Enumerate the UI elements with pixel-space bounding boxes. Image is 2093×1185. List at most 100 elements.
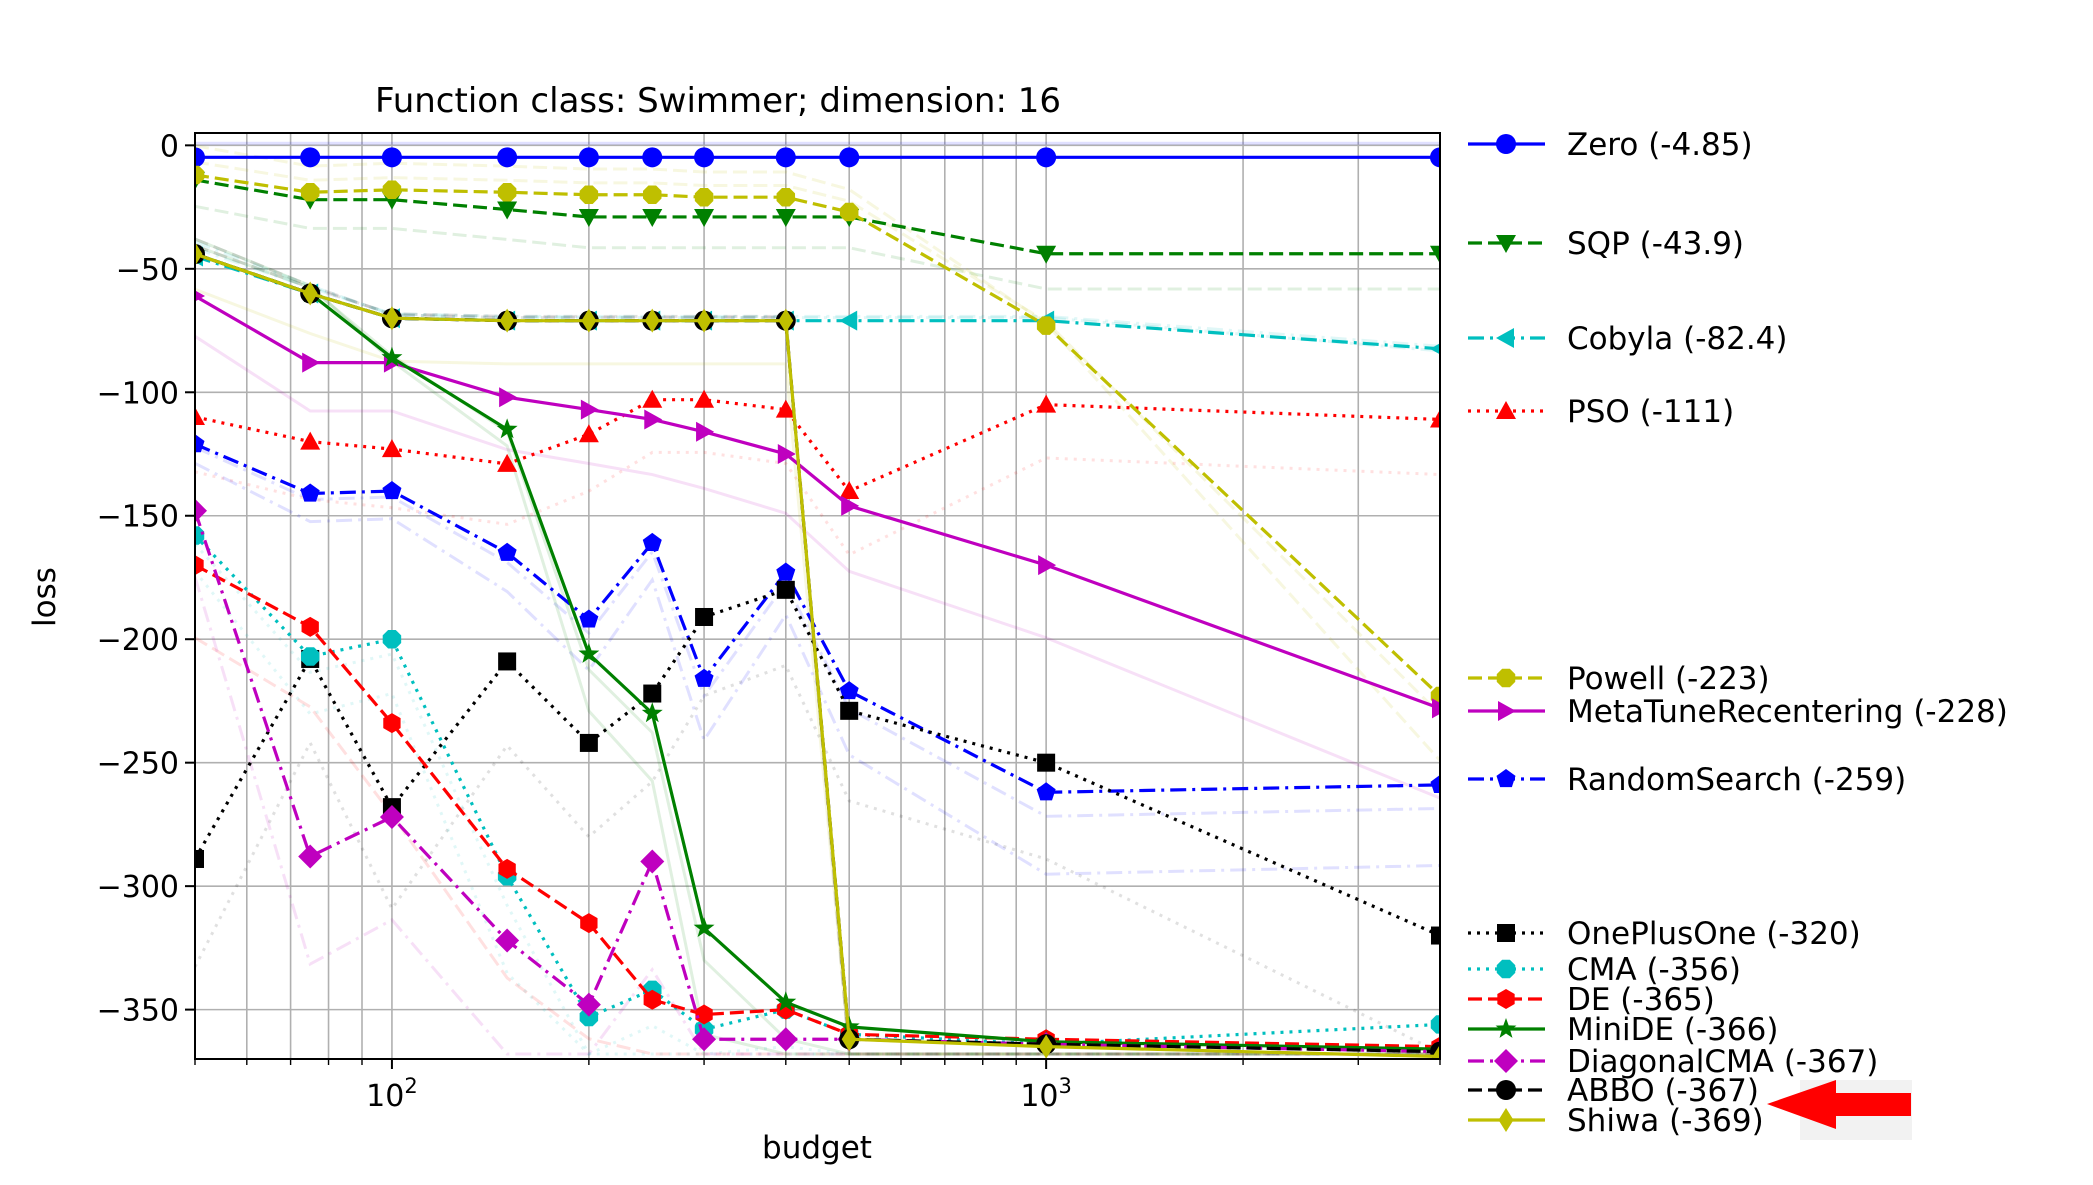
data-point [776,562,796,581]
series-line [195,178,1440,256]
plot-frame [194,132,1441,1060]
data-point [1036,394,1057,413]
y-axis-label: loss [27,567,63,627]
y-tick-label: −250 [97,747,179,782]
data-point [382,481,402,500]
data-point [1430,245,1440,264]
data-point [1036,316,1056,335]
data-point [578,643,600,663]
data-point [1430,1015,1440,1034]
data-point [841,1027,857,1052]
data-point [195,498,207,523]
series-line [195,254,1440,351]
data-point [839,202,859,222]
data-point [381,346,403,367]
legend-item: Cobyla (-82.4) [1468,321,1788,357]
data-point [383,713,401,734]
data-point [839,481,860,500]
data-point [1036,782,1056,801]
data-point [1036,147,1057,168]
data-point [696,308,712,333]
data-point [1430,147,1440,168]
chart-title: Function class: Swimmer; dimension: 16 [375,81,1061,121]
data-point [775,399,796,418]
data-point [776,580,795,599]
background-run-line [195,335,1440,800]
legend-label: CMA (-356) [1567,952,1741,988]
data-point [576,992,601,1017]
data-point [579,185,599,204]
data-point [643,684,662,703]
legend-marker [1496,401,1516,419]
data-point [580,399,599,420]
x-tick-label: 102 [366,1074,418,1114]
data-point [300,647,320,666]
data-point [642,532,662,551]
data-point [301,616,319,637]
red-arrow-icon [1767,1080,1912,1140]
legend-item: SQP (-43.9) [1468,226,1744,262]
background-run-line [195,462,1440,876]
legend-marker [1495,1018,1517,1038]
series-6 [195,434,1440,801]
data-point [579,733,598,752]
legend-item: OnePlusOne (-320) [1468,916,1861,952]
data-point [1038,555,1057,576]
legend-label: OnePlusOne (-320) [1567,916,1861,952]
data-point [498,652,517,671]
series-9 [195,555,1440,1057]
legend-label: RandomSearch (-259) [1567,762,1906,798]
data-point [302,281,318,306]
data-point [1431,926,1440,945]
data-point [497,542,517,561]
data-point [580,913,598,934]
data-point [381,147,402,168]
series-5 [195,290,1440,719]
data-point [695,607,714,626]
legend-item: DiagonalCMA (-367) [1468,1044,1878,1080]
legend-label: DiagonalCMA (-367) [1567,1044,1878,1080]
data-point [840,701,859,720]
legend-marker [1496,1080,1516,1100]
data-point [1432,1044,1440,1059]
data-point [300,147,321,168]
y-tick-label: −150 [97,500,179,535]
series-13 [195,241,1440,1059]
data-point [382,180,402,200]
data-point [1432,698,1440,719]
data-point [499,387,518,408]
data-point [644,308,660,333]
data-point [693,917,715,938]
data-point [644,409,663,430]
data-point [495,928,520,953]
data-point [1038,1034,1054,1059]
legend-item: Powell (-223) [1468,661,1770,697]
legend-marker [1496,769,1516,788]
legend-marker [1497,989,1515,1009]
background-run-line [195,570,1440,1056]
data-point [497,201,518,220]
y-tick-label: −350 [97,994,179,1029]
legend-marker [1498,701,1516,721]
data-point [642,208,663,227]
data-point [640,849,665,874]
data-point [692,1027,717,1052]
data-point [579,609,599,628]
data-point [775,208,796,227]
series-line [195,398,1440,494]
data-point [498,858,516,879]
series-12 [195,244,1440,1059]
legend-marker [1497,924,1515,942]
data-point [497,453,518,472]
data-point [300,483,320,502]
data-point [694,208,715,227]
x-tick-label: 103 [1020,1074,1072,1114]
data-point [694,389,715,408]
data-point [581,308,597,333]
data-point [578,147,599,168]
data-point [384,306,400,331]
data-point [195,434,205,453]
legend-label: MiniDE (-366) [1567,1012,1778,1048]
data-point [195,526,205,545]
series-4 [195,165,1440,706]
